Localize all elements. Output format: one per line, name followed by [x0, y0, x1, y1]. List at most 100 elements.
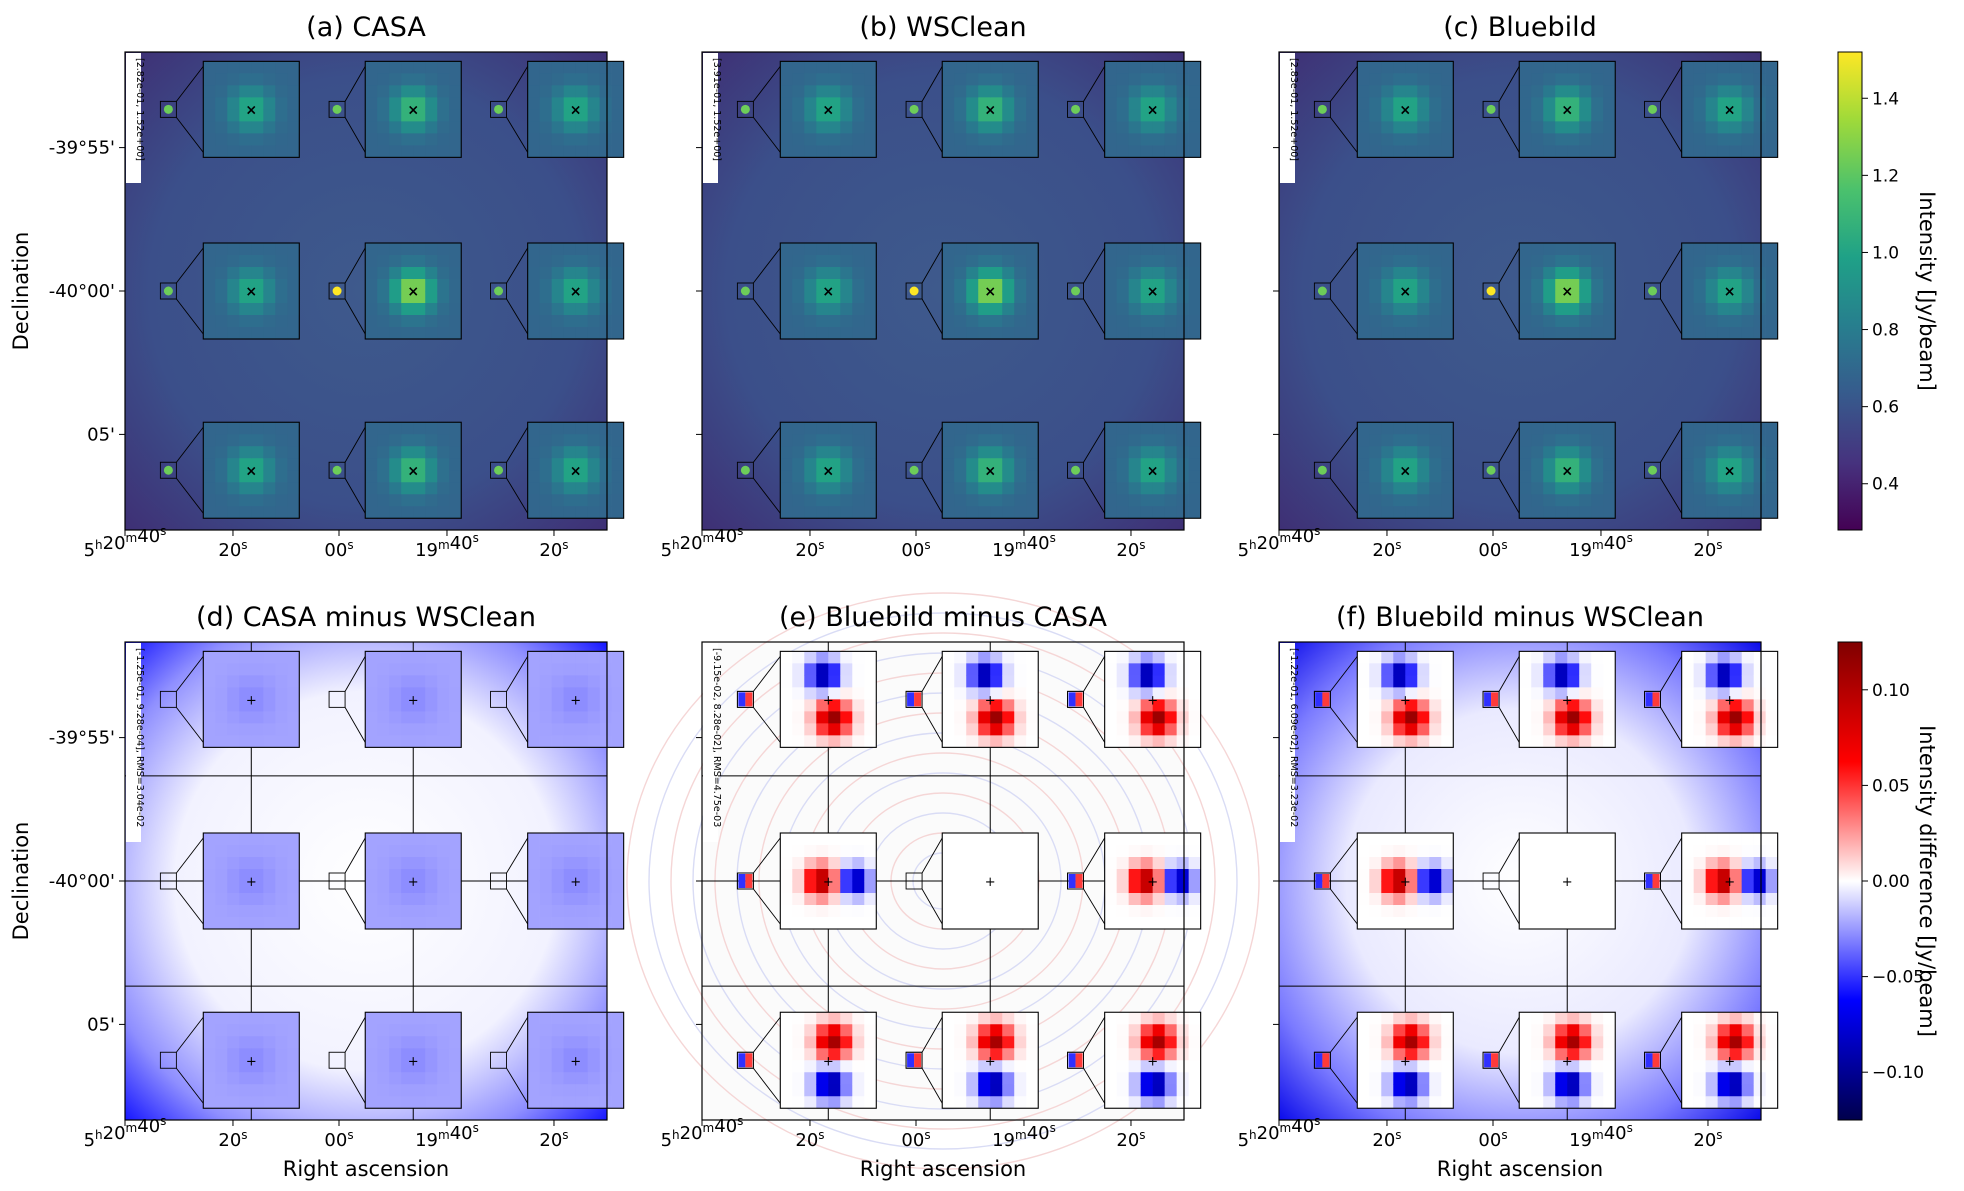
inset-cell — [1429, 133, 1442, 146]
inset-cell — [1357, 97, 1370, 110]
inset-cell — [840, 506, 853, 519]
source-dot — [163, 104, 173, 114]
inset-cell — [1441, 845, 1454, 858]
inset-cell — [563, 61, 576, 74]
inset-cell — [1765, 1012, 1778, 1025]
inset-cell — [1591, 303, 1604, 316]
inset-cell — [227, 133, 240, 146]
inset-cell — [1014, 735, 1027, 748]
inset-cell — [792, 833, 805, 846]
inset-cell — [401, 687, 414, 700]
inset-cell — [1603, 663, 1616, 676]
inset-cell — [978, 255, 991, 268]
inset-cell — [1104, 1060, 1117, 1073]
inset-cell — [1579, 711, 1592, 724]
inset-cell — [1140, 422, 1153, 435]
inset-cell — [1405, 845, 1418, 858]
zoom-connector — [1083, 427, 1106, 463]
inset-cell — [425, 845, 438, 858]
inset-cell — [389, 1072, 402, 1085]
inset-cell — [780, 133, 793, 146]
inset-cell — [287, 446, 300, 459]
inset: × — [490, 242, 625, 340]
ra-tick-label: 5h20m40s — [661, 1114, 744, 1151]
inset-cell — [1531, 73, 1544, 86]
inset-cell — [263, 255, 276, 268]
inset-cell — [1555, 482, 1568, 495]
inset-cell — [239, 687, 252, 700]
source-marker: × — [1147, 463, 1159, 479]
ra-tick-label: 20s — [1693, 538, 1722, 561]
zoom-box — [1482, 1051, 1500, 1069]
inset-cell — [275, 735, 288, 748]
inset-cell — [1765, 482, 1778, 495]
zoom-connector — [753, 837, 781, 874]
inset-cell — [1705, 458, 1718, 471]
inset-cell — [1014, 506, 1027, 519]
inset-cell — [1729, 494, 1742, 507]
inset-cell — [1176, 494, 1189, 507]
inset-cell — [1681, 881, 1694, 894]
inset-cell — [401, 243, 414, 256]
inset-cell — [1741, 1096, 1754, 1109]
inset-cell — [1543, 327, 1556, 340]
inset-cell — [1405, 327, 1418, 340]
inset-cell — [227, 663, 240, 676]
inset-cell — [275, 917, 288, 930]
inset-cell — [1603, 833, 1616, 846]
inset-cell — [1531, 458, 1544, 471]
inset-cell — [251, 243, 264, 256]
inset-cell — [1555, 869, 1568, 882]
inset-cell — [413, 458, 426, 471]
inset-cell — [990, 291, 1003, 304]
inset-cell — [275, 61, 288, 74]
inset-cell — [389, 651, 402, 664]
inset-frame — [941, 832, 1039, 930]
inset-cell — [1555, 61, 1568, 74]
inset-cell — [792, 651, 805, 664]
inset-cell — [1729, 1048, 1742, 1061]
inset-cell — [852, 857, 865, 870]
inset-cell — [1543, 61, 1556, 74]
range-label: [3.91e-01, 1.52e+00] — [711, 58, 722, 161]
inset-cell — [239, 109, 252, 122]
inset-cell — [1369, 845, 1382, 858]
inset-cell — [990, 327, 1003, 340]
inset-cell — [816, 458, 829, 471]
inset-cell — [1164, 723, 1177, 736]
inset-cell — [1681, 303, 1694, 316]
inset-cell — [413, 97, 426, 110]
inset-cell — [1567, 422, 1580, 435]
inset-cell — [425, 291, 438, 304]
zoom-connector — [506, 66, 529, 102]
inset-cell — [1555, 422, 1568, 435]
inset-cell — [852, 470, 865, 483]
inset-cell — [1026, 434, 1039, 447]
inset-cell — [539, 1024, 552, 1037]
inset-cell — [239, 1084, 252, 1097]
inset-cell — [1116, 675, 1129, 688]
inset-cell — [215, 905, 228, 918]
inset-cell — [1753, 1012, 1766, 1025]
inset-cell — [1753, 1024, 1766, 1037]
inset-cell — [1393, 1084, 1406, 1097]
inset-cell — [828, 1048, 841, 1061]
source-dipole — [907, 692, 915, 707]
inset-cell — [990, 1024, 1003, 1037]
inset-cell — [563, 845, 576, 858]
inset-cell — [1357, 494, 1370, 507]
inset-cell — [828, 255, 841, 268]
inset-cell — [1014, 845, 1027, 858]
inset-cell — [1603, 711, 1616, 724]
inset-cell — [1393, 675, 1406, 688]
inset-cell — [954, 458, 967, 471]
inset-cell — [1014, 833, 1027, 846]
inset-cell — [1381, 109, 1394, 122]
inset-cell — [966, 881, 979, 894]
inset-cell — [1741, 255, 1754, 268]
inset-cell — [1176, 506, 1189, 519]
inset-cell — [599, 1048, 612, 1061]
inset-cell — [1026, 1096, 1039, 1109]
inset-cell — [1405, 1036, 1418, 1049]
inset-cell — [816, 97, 829, 110]
